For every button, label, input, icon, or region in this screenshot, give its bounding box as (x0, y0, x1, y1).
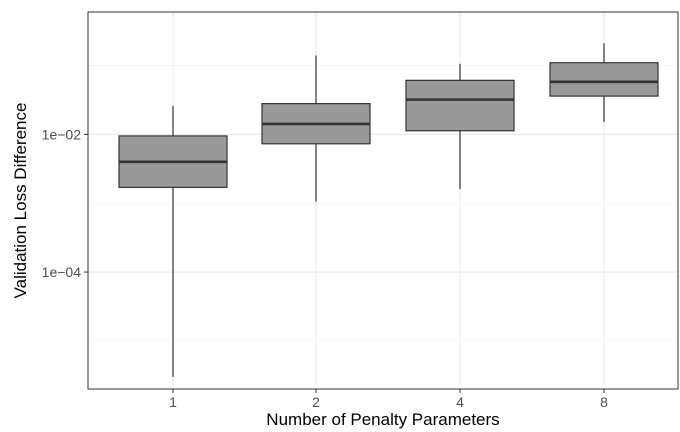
box-4 (405, 63, 515, 190)
y-tick-label: 1e−04 (42, 264, 82, 280)
box-2 (261, 55, 371, 202)
x-tick-label: 4 (456, 394, 464, 410)
x-tick-label: 8 (600, 394, 608, 410)
box-iqr (549, 62, 659, 97)
y-tick-label: 1e−02 (42, 126, 82, 142)
box-8 (549, 43, 659, 122)
boxes (118, 43, 659, 377)
x-tick-label: 2 (312, 394, 320, 410)
x-axis-title: Number of Penalty Parameters (266, 410, 499, 429)
box-1 (118, 105, 228, 377)
x-tick-label: 1 (169, 394, 177, 410)
axes: 1e−02 1e−04 1 2 4 8 (42, 126, 608, 410)
box-iqr (405, 79, 515, 132)
plot-panel-border (87, 11, 679, 390)
y-axis-title: Validation Loss Difference (11, 103, 30, 299)
